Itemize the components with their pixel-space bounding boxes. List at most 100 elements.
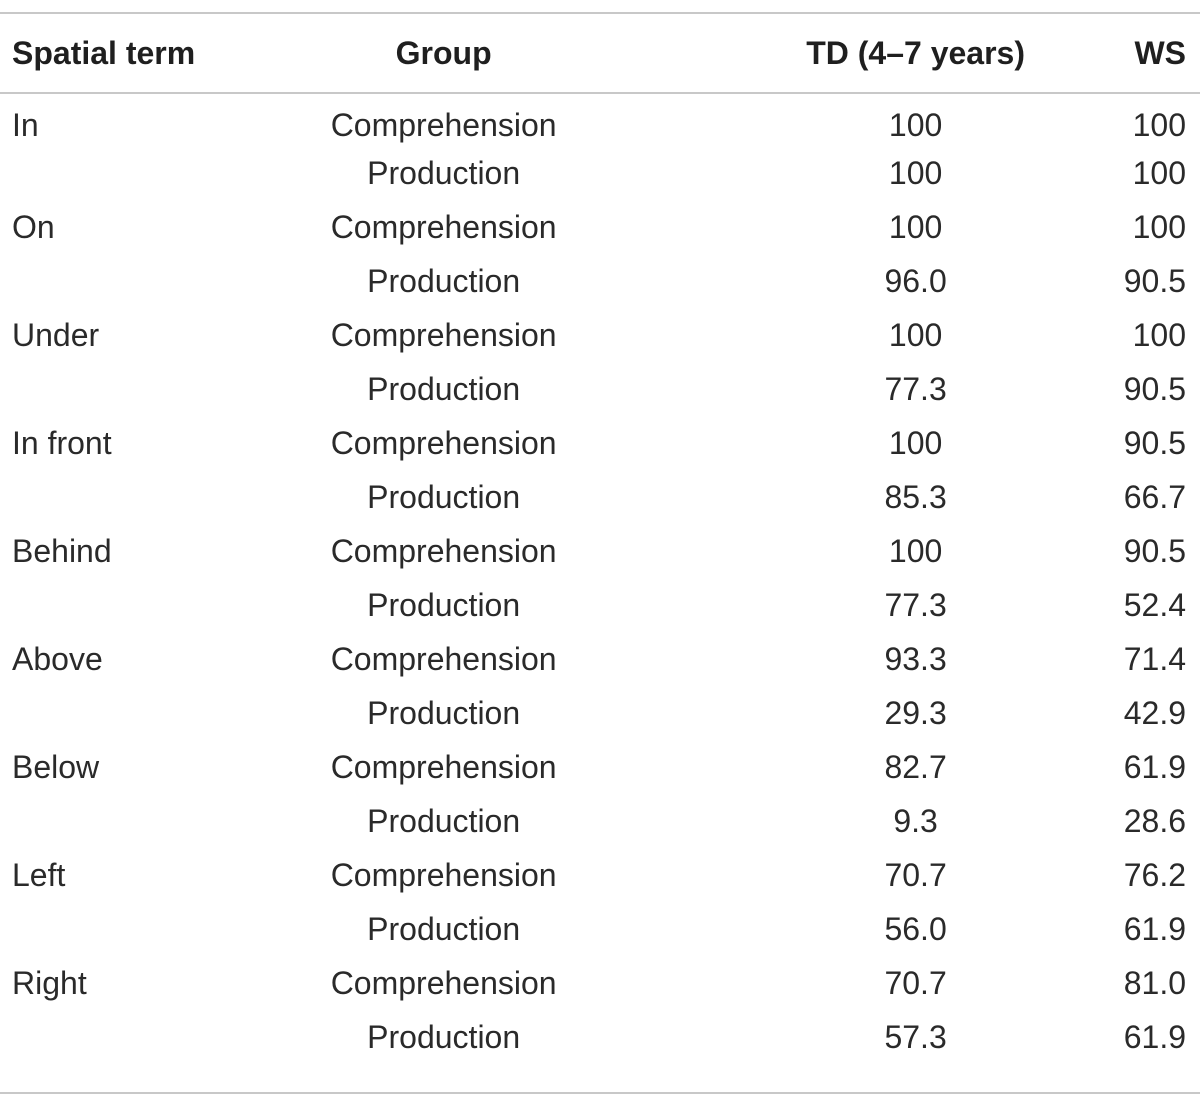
cell-spatial-term <box>0 902 330 956</box>
cell-group: Comprehension <box>330 424 557 461</box>
cell-group: Comprehension <box>330 640 557 677</box>
table-row: Production 77.3 90.5 <box>0 362 1200 416</box>
cell-td: 100 <box>888 424 943 461</box>
cell-td: 100 <box>888 316 943 353</box>
cell-group: Comprehension <box>330 532 557 569</box>
cell-group: Production <box>367 802 521 839</box>
cell-td: 93.3 <box>884 640 947 677</box>
cell-group: Comprehension <box>330 316 557 353</box>
cell-group: Production <box>367 154 521 191</box>
table-row: Production 100 100 <box>0 146 1200 200</box>
cell-td: 29.3 <box>884 694 947 731</box>
cell-spatial-term <box>0 794 330 848</box>
cell-td: 70.7 <box>884 856 947 893</box>
table-row: Production 29.3 42.9 <box>0 686 1200 740</box>
cell-spatial-term <box>0 146 330 200</box>
cell-spatial-term <box>0 362 330 416</box>
header-ws: WS <box>1134 34 1186 71</box>
table-row: In front Comprehension 100 90.5 <box>0 416 1200 470</box>
cell-group: Production <box>367 910 521 947</box>
cell-ws: 61.9 <box>1123 748 1186 785</box>
cell-td: 85.3 <box>884 478 947 515</box>
cell-spatial-term: In <box>12 106 39 143</box>
cell-ws: 90.5 <box>1123 424 1186 461</box>
table-row: Below Comprehension 82.7 61.9 <box>0 740 1200 794</box>
table-row: Production 85.3 66.7 <box>0 470 1200 524</box>
cell-td: 100 <box>888 532 943 569</box>
cell-td: 100 <box>888 208 943 245</box>
cell-ws: 42.9 <box>1123 694 1186 731</box>
cell-spatial-term: On <box>12 208 55 245</box>
table-row: Under Comprehension 100 100 <box>0 308 1200 362</box>
table-body: In Comprehension 100 100 Production 100 100 On C… <box>0 92 1200 1064</box>
cell-spatial-term: Above <box>12 640 103 677</box>
table-row: Production 77.3 52.4 <box>0 578 1200 632</box>
cell-td: 77.3 <box>884 370 947 407</box>
cell-ws: 66.7 <box>1123 478 1186 515</box>
cell-spatial-term <box>0 470 330 524</box>
cell-spatial-term: Below <box>12 748 100 785</box>
cell-spatial-term <box>0 1010 330 1064</box>
cell-group: Comprehension <box>330 964 557 1001</box>
cell-spatial-term <box>0 578 330 632</box>
cell-ws: 61.9 <box>1123 1018 1186 1055</box>
cell-group: Comprehension <box>330 208 557 245</box>
cell-spatial-term: In front <box>12 424 112 461</box>
cell-group: Production <box>367 478 521 515</box>
cell-spatial-term: Behind <box>12 532 112 569</box>
cell-spatial-term <box>0 686 330 740</box>
table-row: On Comprehension 100 100 <box>0 200 1200 254</box>
table-row: Left Comprehension 70.7 76.2 <box>0 848 1200 902</box>
cell-group: Production <box>367 586 521 623</box>
cell-ws: 100 <box>1132 208 1186 245</box>
cell-td: 82.7 <box>884 748 947 785</box>
cell-ws: 76.2 <box>1123 856 1186 893</box>
table-row: Above Comprehension 93.3 71.4 <box>0 632 1200 686</box>
cell-ws: 28.6 <box>1123 802 1186 839</box>
cell-ws: 100 <box>1132 106 1186 143</box>
table-row: Production 9.3 28.6 <box>0 794 1200 848</box>
cell-spatial-term: Left <box>12 856 66 893</box>
cell-td: 57.3 <box>884 1018 947 1055</box>
cell-ws: 100 <box>1132 316 1186 353</box>
cell-ws: 90.5 <box>1123 262 1186 299</box>
table-row: Production 96.0 90.5 <box>0 254 1200 308</box>
header-td: TD (4–7 years) <box>806 34 1025 71</box>
header-row: Spatial term Group TD (4–7 years) WS <box>0 14 1200 92</box>
cell-ws: 100 <box>1132 154 1186 191</box>
cell-group: Production <box>367 694 521 731</box>
cell-group: Comprehension <box>330 748 557 785</box>
cell-group: Comprehension <box>330 856 557 893</box>
cell-spatial-term <box>0 254 330 308</box>
bottom-rule <box>0 1092 1200 1094</box>
cell-td: 70.7 <box>884 964 947 1001</box>
cell-td: 77.3 <box>884 586 947 623</box>
cell-ws: 90.5 <box>1123 532 1186 569</box>
cell-group: Production <box>367 262 521 299</box>
cell-ws: 52.4 <box>1123 586 1186 623</box>
header-rule <box>0 92 1200 94</box>
table-row: Right Comprehension 70.7 81.0 <box>0 956 1200 1010</box>
cell-ws: 90.5 <box>1123 370 1186 407</box>
cell-ws: 61.9 <box>1123 910 1186 947</box>
top-rule <box>0 12 1200 14</box>
table-row: Production 56.0 61.9 <box>0 902 1200 956</box>
header-group: Group <box>395 34 492 71</box>
cell-ws: 81.0 <box>1123 964 1186 1001</box>
cell-group: Production <box>367 1018 521 1055</box>
cell-td: 9.3 <box>893 802 938 839</box>
cell-td: 100 <box>888 106 943 143</box>
cell-group: Production <box>367 370 521 407</box>
cell-td: 96.0 <box>884 262 947 299</box>
cell-spatial-term: Under <box>12 316 100 353</box>
spatial-terms-table: Spatial term Group TD (4–7 years) WS In C… <box>0 14 1200 1064</box>
cell-group: Comprehension <box>330 106 557 143</box>
table-row: In Comprehension 100 100 <box>0 92 1200 146</box>
cell-spatial-term: Right <box>12 964 87 1001</box>
cell-td: 56.0 <box>884 910 947 947</box>
table-row: Production 57.3 61.9 <box>0 1010 1200 1064</box>
header-spatial-term: Spatial term <box>12 34 196 71</box>
cell-td: 100 <box>888 154 943 191</box>
cell-ws: 71.4 <box>1123 640 1186 677</box>
table-row: Behind Comprehension 100 90.5 <box>0 524 1200 578</box>
